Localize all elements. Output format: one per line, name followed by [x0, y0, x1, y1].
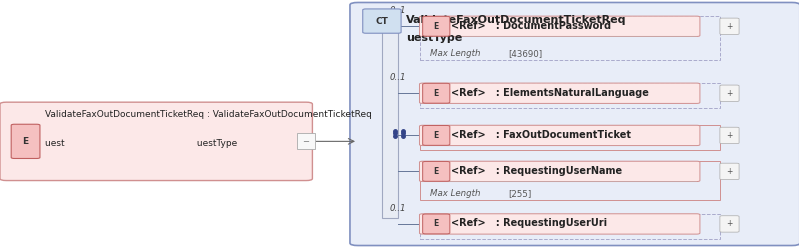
FancyBboxPatch shape	[0, 102, 312, 181]
Text: <Ref>   : RequestingUserUri: <Ref> : RequestingUserUri	[451, 218, 607, 228]
FancyBboxPatch shape	[11, 124, 40, 158]
Text: ValidateFaxOutDocumentTicketReq : ValidateFaxOutDocumentTicketReq: ValidateFaxOutDocumentTicketReq : Valida…	[45, 110, 372, 119]
Text: Max Length: Max Length	[430, 189, 480, 198]
Text: uestType: uestType	[406, 33, 462, 43]
Text: 0..1: 0..1	[390, 6, 407, 15]
Text: +: +	[726, 22, 733, 31]
Text: +: +	[726, 219, 733, 228]
Text: E: E	[434, 22, 439, 31]
FancyBboxPatch shape	[423, 125, 450, 145]
FancyBboxPatch shape	[720, 85, 739, 101]
FancyBboxPatch shape	[423, 214, 450, 234]
FancyBboxPatch shape	[419, 16, 700, 36]
Text: E: E	[22, 137, 29, 146]
Text: E: E	[434, 167, 439, 176]
Text: Max Length: Max Length	[430, 49, 480, 58]
Text: E: E	[434, 131, 439, 140]
FancyBboxPatch shape	[419, 214, 700, 234]
FancyBboxPatch shape	[720, 127, 739, 144]
FancyBboxPatch shape	[720, 216, 739, 232]
FancyBboxPatch shape	[297, 133, 315, 149]
FancyBboxPatch shape	[423, 16, 450, 36]
Text: <Ref>   : FaxOutDocumentTicket: <Ref> : FaxOutDocumentTicket	[451, 130, 631, 140]
FancyBboxPatch shape	[720, 18, 739, 34]
FancyBboxPatch shape	[350, 2, 799, 246]
Text: [43690]: [43690]	[508, 49, 543, 58]
Text: −: −	[303, 137, 309, 146]
Text: [255]: [255]	[508, 189, 531, 198]
Text: +: +	[726, 167, 733, 176]
Text: 0..1: 0..1	[390, 73, 407, 82]
FancyBboxPatch shape	[423, 161, 450, 181]
Text: E: E	[434, 219, 439, 228]
Text: <Ref>   : DocumentPassword: <Ref> : DocumentPassword	[451, 21, 611, 31]
Text: E: E	[434, 89, 439, 98]
Text: CT: CT	[376, 17, 388, 26]
Text: +: +	[726, 131, 733, 140]
FancyBboxPatch shape	[363, 9, 401, 33]
FancyBboxPatch shape	[423, 83, 450, 103]
FancyBboxPatch shape	[419, 161, 700, 182]
Text: ValidateFaxOutDocumentTicketReq: ValidateFaxOutDocumentTicketReq	[406, 15, 626, 25]
Bar	[382, 30, 398, 218]
FancyBboxPatch shape	[720, 163, 739, 180]
Text: <Ref>   : RequestingUserName: <Ref> : RequestingUserName	[451, 166, 622, 176]
Text: <Ref>   : ElementsNaturalLanguage: <Ref> : ElementsNaturalLanguage	[451, 88, 650, 97]
Text: 0..1: 0..1	[390, 204, 407, 213]
FancyBboxPatch shape	[419, 125, 700, 146]
Text: +: +	[726, 89, 733, 98]
FancyBboxPatch shape	[419, 83, 700, 103]
Text: uest                                              uestType: uest uestType	[45, 139, 237, 148]
